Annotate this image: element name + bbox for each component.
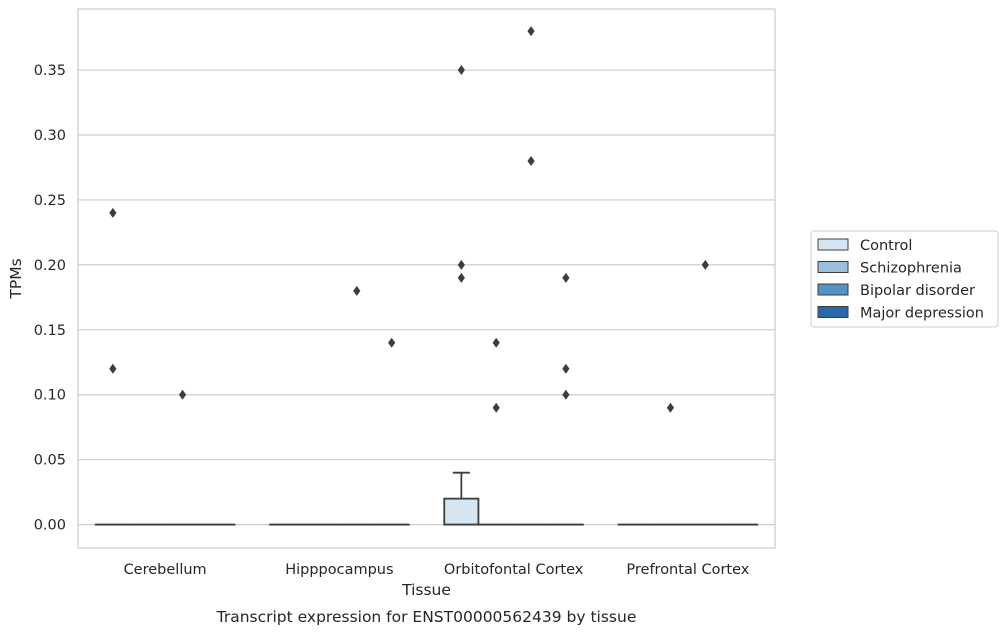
outlier-point (492, 337, 500, 348)
y-tick-label: 0.35 (34, 63, 66, 79)
outlier-point (457, 259, 465, 270)
x-tick-labels: Cerebellum Hipppocampus Orbitofontal Corte… (124, 562, 750, 578)
legend-frame (810, 230, 999, 328)
y-tick-label: 0.25 (34, 193, 66, 209)
outlier-point (562, 272, 570, 283)
outlier-point (527, 26, 535, 37)
legend-swatch (817, 238, 849, 251)
legend-label: Schizophrenia (860, 261, 962, 277)
legend-item: Major depression (817, 306, 984, 322)
outlier-point (457, 272, 465, 283)
outlier-point (109, 363, 117, 374)
legend-item: Bipolar disorder (817, 283, 975, 299)
x-tick-label: Prefrontal Cortex (626, 562, 749, 578)
outlier-point (527, 155, 535, 166)
x-tick-label: Orbitofontal Cortex (444, 562, 584, 578)
x-tick-label: Hipppocampus (285, 562, 393, 578)
outlier-point (666, 402, 675, 413)
legend: Control Schizophrenia Bipolar disorder Majo… (810, 230, 999, 328)
outlier-point (701, 259, 709, 270)
legend-label: Major depression (860, 306, 984, 322)
outlier-point (109, 207, 117, 218)
legend-label: Control (860, 238, 912, 254)
outlier-point (388, 337, 396, 348)
y-tick-label: 0.15 (34, 323, 66, 339)
y-tick-labels: 0.00 0.05 0.10 0.15 0.20 0.25 0.30 0.35 (34, 63, 66, 534)
outlier-point (562, 389, 570, 400)
plot-area-frame (77, 8, 776, 549)
y-tick-label: 0.05 (34, 453, 66, 469)
legend-label: Bipolar disorder (860, 283, 975, 299)
legend-swatch (817, 306, 849, 318)
y-tick-label: 0.30 (34, 128, 66, 144)
y-axis-label: TPMs (7, 258, 25, 299)
outlier-points (109, 26, 709, 413)
boxes (94, 471, 759, 526)
box-body (443, 497, 480, 526)
legend-items: Control Schizophrenia Bipolar disorder Majo… (817, 238, 984, 322)
y-tick-label: 0.20 (34, 258, 66, 274)
legend-swatch (817, 283, 849, 296)
box-0-2 (443, 471, 480, 526)
outlier-point (178, 389, 187, 400)
gridlines (78, 69, 775, 526)
x-tick-label: Cerebellum (124, 562, 207, 578)
legend-item: Schizophrenia (817, 261, 962, 277)
outlier-point (562, 363, 570, 374)
y-tick-label: 0.10 (34, 388, 66, 404)
outlier-point (353, 285, 361, 296)
y-tick-label: 0.00 (34, 518, 66, 534)
legend-item: Control (817, 238, 912, 254)
legend-swatch (817, 261, 849, 273)
x-axis-label: Tissue (401, 581, 451, 599)
outlier-point (457, 65, 465, 76)
outlier-point (492, 402, 500, 413)
chart-caption: Transcript expression for ENST0000056243… (216, 608, 637, 626)
